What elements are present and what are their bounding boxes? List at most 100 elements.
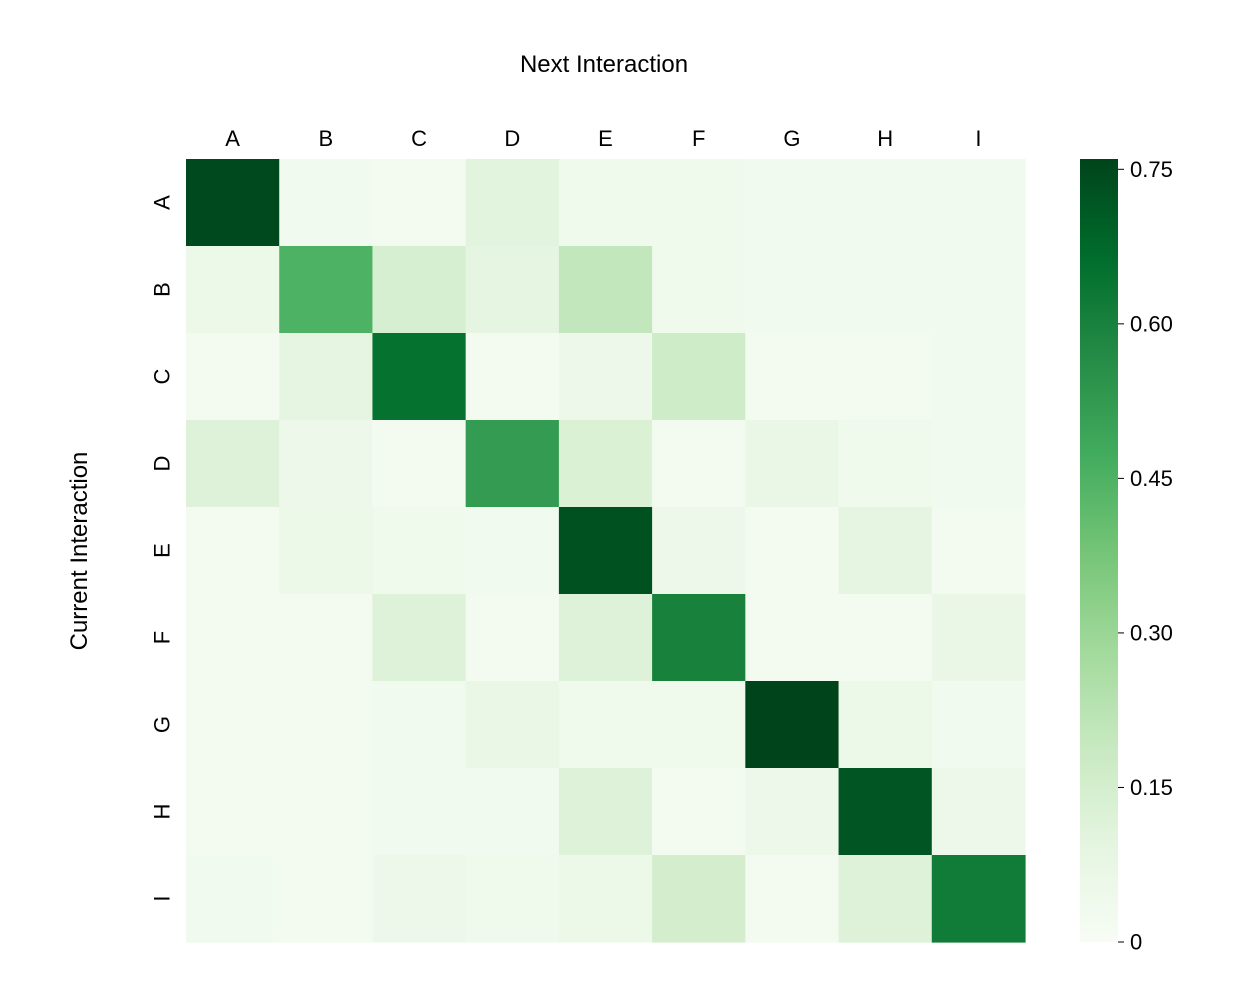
heatmap-cell-G-C — [372, 681, 467, 769]
heatmap-cell-C-H — [838, 333, 933, 421]
heatmap-cell-H-H — [838, 768, 933, 856]
colorbar: 0 0.15 0.30 0.45 0.60 0.75 — [1080, 157, 1173, 955]
x-tick-label: D — [504, 126, 520, 151]
y-tick-labels: A B C D E F G H I — [150, 195, 175, 902]
heatmap-cell-I-E — [558, 855, 653, 943]
heatmap-cell-E-F — [652, 507, 746, 595]
colorbar-gradient — [1080, 159, 1118, 942]
heatmap-cell-I-H — [838, 855, 933, 943]
heatmap-cell-C-D — [465, 333, 560, 421]
chart-title: Next Interaction — [520, 51, 688, 78]
heatmap-cell-G-A — [186, 681, 280, 769]
heatmap-cell-H-A — [186, 768, 280, 856]
heatmap-cell-B-F — [652, 246, 746, 334]
heatmap-cell-G-I — [931, 681, 1026, 769]
heatmap-cell-G-E — [558, 681, 653, 769]
y-tick-label: F — [150, 631, 175, 644]
heatmap-cell-F-H — [838, 594, 933, 682]
heatmap-cell-F-B — [279, 594, 374, 682]
colorbar-tick-label: 0.45 — [1130, 466, 1173, 491]
heatmap-cell-E-B — [279, 507, 374, 595]
y-tick-label: C — [150, 368, 175, 384]
heatmap-cell-F-F — [652, 594, 746, 682]
heatmap-cell-C-E — [558, 333, 653, 421]
heatmap-cell-I-F — [652, 855, 746, 943]
heatmap-cell-A-H — [838, 159, 933, 247]
heatmap-cell-D-G — [745, 420, 840, 508]
heatmap-cell-A-E — [558, 159, 653, 247]
heatmap-cell-F-G — [745, 594, 840, 682]
heatmap-cells — [186, 159, 1026, 943]
heatmap-cell-C-C — [372, 333, 467, 421]
heatmap-cell-E-C — [372, 507, 467, 595]
colorbar-tick-label: 0 — [1130, 930, 1142, 955]
heatmap-cell-G-G — [745, 681, 840, 769]
x-tick-label: E — [598, 126, 613, 151]
y-tick-label: I — [150, 895, 175, 901]
colorbar-tick-label: 0.60 — [1130, 311, 1173, 336]
x-tick-label: G — [783, 126, 800, 151]
heatmap-cell-B-H — [838, 246, 933, 334]
heatmap-cell-I-I — [931, 855, 1026, 943]
x-tick-label: B — [318, 126, 333, 151]
heatmap-cell-A-F — [652, 159, 746, 247]
heatmap-cell-G-B — [279, 681, 374, 769]
heatmap-cell-H-F — [652, 768, 746, 856]
heatmap-cell-D-A — [186, 420, 280, 508]
heatmap-cell-A-A — [186, 159, 280, 247]
heatmap-cell-B-A — [186, 246, 280, 334]
heatmap-cell-C-F — [652, 333, 746, 421]
heatmap-cell-D-C — [372, 420, 467, 508]
heatmap-cell-E-G — [745, 507, 840, 595]
heatmap-cell-B-B — [279, 246, 374, 334]
heatmap-cell-C-G — [745, 333, 840, 421]
y-axis-label: Current Interaction — [66, 452, 93, 651]
heatmap-cell-D-D — [465, 420, 560, 508]
heatmap-cell-E-E — [558, 507, 653, 595]
colorbar-tick-label: 0.75 — [1130, 157, 1173, 182]
y-tick-label: E — [150, 543, 175, 558]
x-tick-label: H — [877, 126, 893, 151]
heatmap-cell-G-F — [652, 681, 746, 769]
y-tick-label: A — [150, 195, 175, 210]
heatmap-cell-D-B — [279, 420, 374, 508]
heatmap-cell-H-B — [279, 768, 374, 856]
heatmap-cell-A-C — [372, 159, 467, 247]
heatmap-cell-E-H — [838, 507, 933, 595]
x-tick-label: F — [692, 126, 705, 151]
colorbar-tick-label: 0.30 — [1130, 620, 1173, 645]
heatmap-cell-E-A — [186, 507, 280, 595]
colorbar-tick-label: 0.15 — [1130, 775, 1173, 800]
x-tick-labels: A B C D E F G H I — [225, 126, 981, 151]
heatmap-cell-D-F — [652, 420, 746, 508]
heatmap-cell-B-I — [931, 246, 1026, 334]
heatmap-cell-I-D — [465, 855, 560, 943]
y-tick-label: B — [150, 282, 175, 297]
heatmap-cell-B-E — [558, 246, 653, 334]
heatmap-cell-A-D — [465, 159, 560, 247]
heatmap-cell-F-I — [931, 594, 1026, 682]
heatmap-cell-G-H — [838, 681, 933, 769]
x-tick-label: A — [225, 126, 240, 151]
heatmap-cell-F-E — [558, 594, 653, 682]
heatmap-cell-A-B — [279, 159, 374, 247]
heatmap-cell-B-D — [465, 246, 560, 334]
heatmap-cell-B-G — [745, 246, 840, 334]
heatmap-cell-F-C — [372, 594, 467, 682]
x-tick-label: I — [975, 126, 981, 151]
heatmap-cell-C-A — [186, 333, 280, 421]
heatmap-cell-F-D — [465, 594, 560, 682]
heatmap-cell-H-I — [931, 768, 1026, 856]
heatmap-cell-I-B — [279, 855, 374, 943]
heatmap-cell-A-I — [931, 159, 1026, 247]
y-tick-label: H — [150, 804, 175, 820]
heatmap-cell-G-D — [465, 681, 560, 769]
heatmap-cell-C-I — [931, 333, 1026, 421]
heatmap-cell-I-C — [372, 855, 467, 943]
heatmap-cell-B-C — [372, 246, 467, 334]
heatmap-cell-I-A — [186, 855, 280, 943]
heatmap-cell-C-B — [279, 333, 374, 421]
x-tick-label: C — [411, 126, 427, 151]
heatmap-cell-H-G — [745, 768, 840, 856]
